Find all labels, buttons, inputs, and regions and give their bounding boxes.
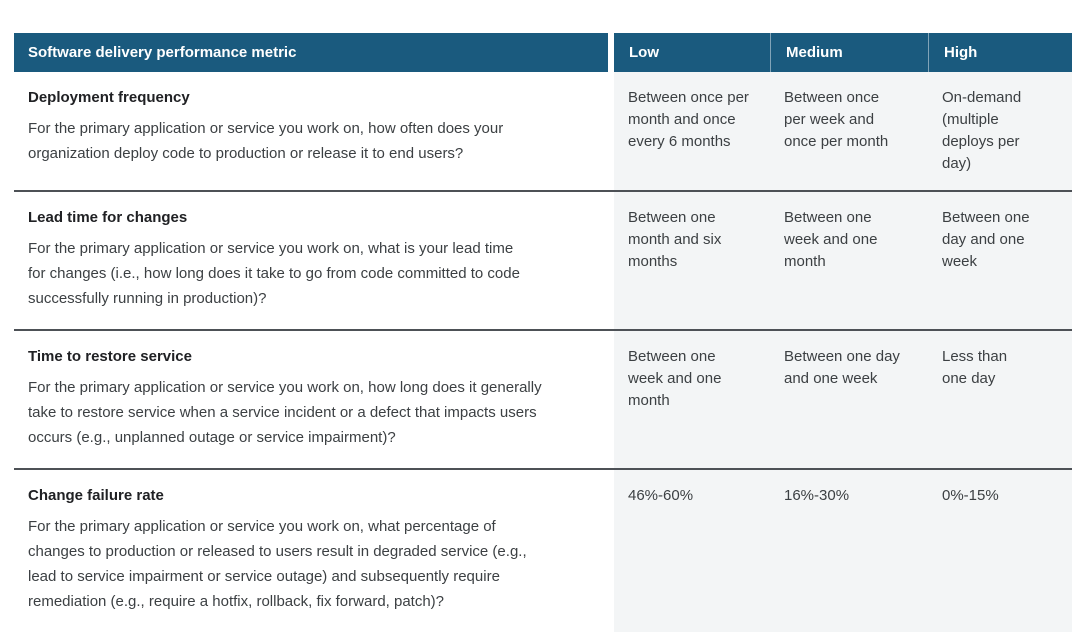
high-cell: On-demand (multiple deploys per day) — [928, 72, 1072, 190]
column-gutter — [608, 470, 614, 632]
low-cell: Between one week and one month — [614, 331, 770, 468]
metric-cell: Lead time for changes For the primary ap… — [14, 192, 608, 329]
medium-cell: Between one week and one month — [770, 192, 928, 329]
metric-cell: Change failure rate For the primary appl… — [14, 470, 608, 632]
high-cell: 0%-15% — [928, 470, 1072, 632]
metric-title: Change failure rate — [28, 487, 164, 504]
table-row-deployment-frequency: Deployment frequency For the primary app… — [14, 72, 1072, 190]
table-row-change-failure-rate: Change failure rate For the primary appl… — [14, 470, 1072, 632]
software-delivery-performance-table: Software delivery performance metric Low… — [14, 33, 1072, 632]
low-cell: Between one month and six months — [614, 192, 770, 329]
col-header-medium: Medium — [770, 33, 928, 72]
metric-title: Time to restore service — [28, 348, 192, 365]
column-gutter — [608, 72, 614, 190]
table-row-lead-time-for-changes: Lead time for changes For the primary ap… — [14, 192, 1072, 329]
high-cell: Less than one day — [928, 331, 1072, 468]
row-divider — [14, 468, 1072, 470]
metric-cell: Deployment frequency For the primary app… — [14, 72, 608, 190]
metric-title: Lead time for changes — [28, 209, 188, 226]
metric-title: Deployment frequency — [28, 89, 190, 106]
table-row-time-to-restore-service: Time to restore service For the primary … — [14, 331, 1072, 468]
low-cell: Between once per month and once every 6 … — [614, 72, 770, 190]
metric-description: For the primary application or service y… — [28, 518, 527, 610]
medium-cell: Between once per week and once per month — [770, 72, 928, 190]
metric-description: For the primary application or service y… — [28, 240, 520, 307]
high-cell: Between one day and one week — [928, 192, 1072, 329]
table-header-row: Software delivery performance metric Low… — [14, 33, 1072, 72]
col-header-high: High — [928, 33, 1072, 72]
row-divider — [14, 190, 1072, 192]
column-gutter — [608, 33, 614, 72]
medium-cell: Between one day and one week — [770, 331, 928, 468]
metric-cell: Time to restore service For the primary … — [14, 331, 608, 468]
medium-cell: 16%-30% — [770, 470, 928, 632]
col-header-metric: Software delivery performance metric — [14, 33, 608, 72]
column-gutter — [608, 331, 614, 468]
metric-description: For the primary application or service y… — [28, 120, 504, 162]
col-header-low: Low — [614, 33, 770, 72]
row-divider — [14, 329, 1072, 331]
column-gutter — [608, 192, 614, 329]
metric-description: For the primary application or service y… — [28, 379, 542, 446]
low-cell: 46%-60% — [614, 470, 770, 632]
